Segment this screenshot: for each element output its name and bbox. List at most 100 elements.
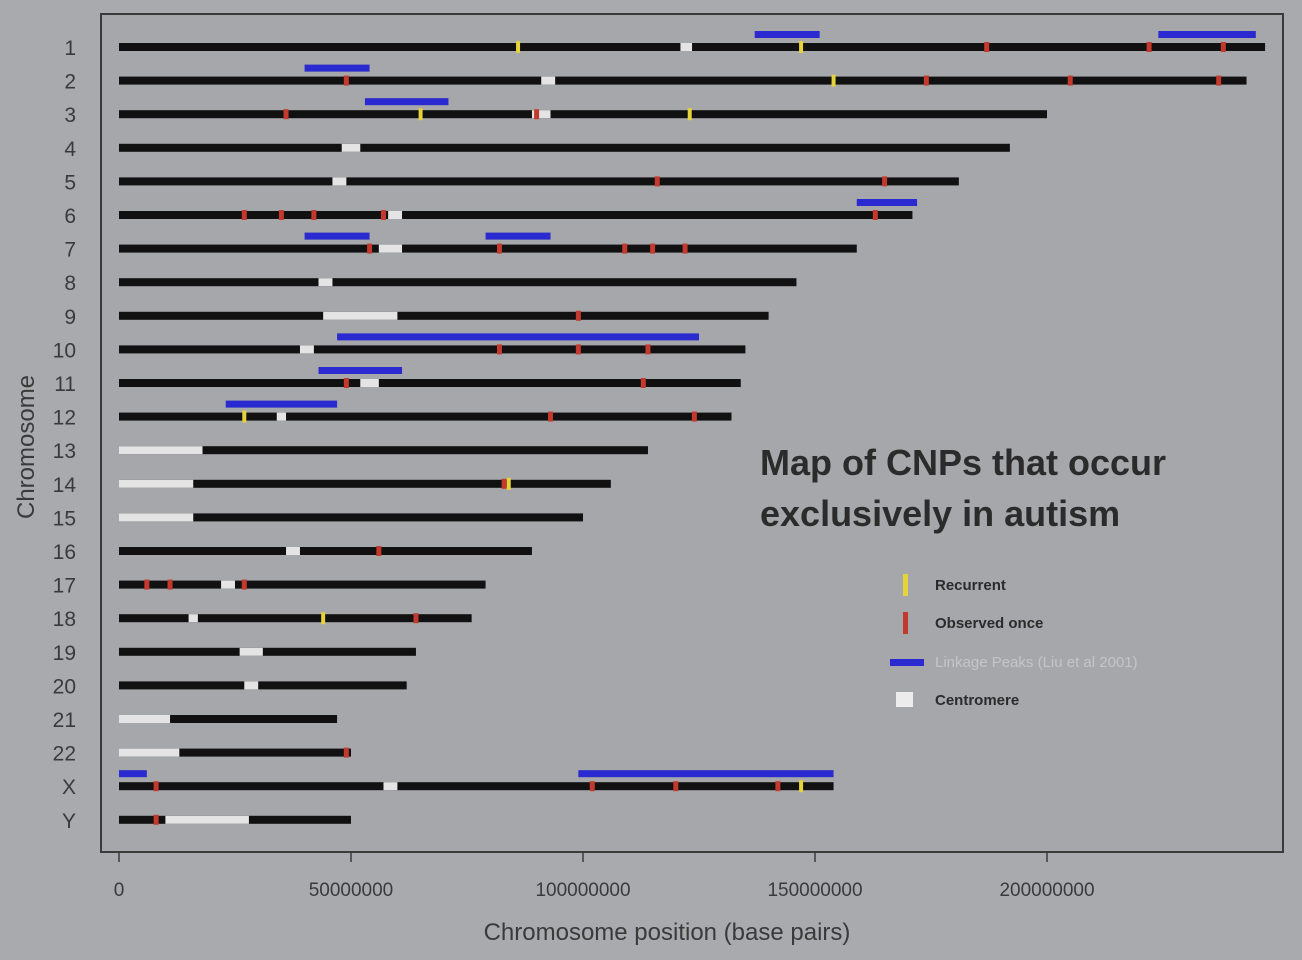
chromosome-label: 19 <box>53 642 76 665</box>
chromosome-22 <box>119 747 351 758</box>
chromosome-bar <box>119 748 351 757</box>
x-axis-label: Chromosome position (base pairs) <box>484 919 851 946</box>
cnp-observed-once-mark <box>645 344 651 355</box>
chromosome-bar <box>119 379 741 387</box>
legend-linkage-label: Linkage Peaks (Liu et al 2001) <box>935 654 1138 671</box>
cnp-observed-once-mark <box>622 243 628 254</box>
cnp-observed-once-mark <box>575 344 581 355</box>
chromosome-bar <box>119 446 648 455</box>
chromosome-2 <box>119 64 1247 87</box>
cnp-observed-once-mark <box>984 42 990 52</box>
linkage-peak <box>318 367 403 374</box>
legend-observed-once-label: Observed once <box>935 615 1043 632</box>
x-tick-label: 200000000 <box>999 880 1094 901</box>
chromosome-13 <box>119 446 648 455</box>
chromosome-14 <box>119 477 611 490</box>
x-tick-label: 100000000 <box>535 880 630 901</box>
centromere-mark <box>165 815 249 824</box>
cnp-observed-once-mark <box>496 344 502 355</box>
legend-linkage-swatch <box>890 659 924 666</box>
cnp-observed-once-mark <box>241 579 247 590</box>
centromere-mark <box>119 748 180 757</box>
chromosome-bar <box>119 513 583 522</box>
chromosome-bar <box>119 715 338 723</box>
centromere-mark <box>188 614 198 623</box>
cnp-observed-once-mark <box>278 210 284 220</box>
centromere-mark <box>221 580 235 589</box>
linkage-peak <box>225 400 338 408</box>
chromosome-16 <box>119 546 532 556</box>
y-axis-label: Chromosome <box>13 375 40 519</box>
x-tick-label: 150000000 <box>767 880 862 901</box>
chromosome-3 <box>119 98 1047 121</box>
cnp-observed-once-mark <box>650 243 656 254</box>
legend-centromere-swatch <box>896 692 913 707</box>
chromosome-label: X <box>62 776 76 799</box>
chromosome-bar <box>119 782 834 791</box>
chart-title-line-1: Map of CNPs that occur <box>760 442 1166 483</box>
cnp-observed-once-mark <box>413 613 419 624</box>
linkage-peak <box>856 199 918 206</box>
chromosome-bar <box>119 681 407 690</box>
cnp-observed-once-mark <box>1146 42 1152 52</box>
linkage-peak <box>119 770 147 778</box>
chromosome-bar <box>119 547 532 555</box>
chromosome-4 <box>119 143 1010 152</box>
centromere-mark <box>119 715 171 723</box>
centromere-mark <box>332 177 347 186</box>
chromosome-bar <box>119 311 769 320</box>
chromosome-label: 16 <box>53 541 76 564</box>
cnp-recurrent-mark <box>831 74 836 87</box>
chromosome-18 <box>119 612 472 625</box>
cnp-recurrent-mark <box>516 41 521 53</box>
x-tick-label: 0 <box>114 880 125 901</box>
cnp-observed-once-mark <box>1216 75 1222 86</box>
cnp-observed-once-mark <box>367 243 373 254</box>
cnp-recurrent-mark <box>506 477 511 490</box>
chromosome-21 <box>119 715 338 723</box>
cnp-observed-once-mark <box>673 781 679 792</box>
linkage-peak <box>304 232 370 240</box>
chromosome-bar <box>119 244 857 253</box>
chromosome-bar <box>119 143 1010 152</box>
centromere-mark <box>341 143 361 152</box>
cnp-observed-once-mark <box>144 579 150 590</box>
chromosome-9 <box>119 310 769 321</box>
cnp-recurrent-mark <box>799 41 804 53</box>
chromosome-label: 22 <box>53 743 76 766</box>
cnp-observed-once-mark <box>376 546 382 556</box>
linkage-peak <box>578 770 834 778</box>
centromere-mark <box>383 782 398 791</box>
chart-title: Map of CNPs that occur exclusively in au… <box>760 442 1176 534</box>
centromere-mark <box>531 110 551 119</box>
cnp-observed-once-mark <box>691 411 697 422</box>
chromosome-bar <box>119 345 746 354</box>
centromere-mark <box>239 647 263 656</box>
centromere-mark <box>541 76 556 85</box>
chromosome-1 <box>119 31 1266 53</box>
cnp-observed-once-mark <box>640 378 646 388</box>
cnp-observed-once-mark <box>534 109 540 120</box>
cnp-observed-once-mark <box>153 781 159 792</box>
chromosome-7 <box>119 232 857 254</box>
chromosome-label: 17 <box>53 575 76 598</box>
cnp-recurrent-mark <box>799 780 804 793</box>
chromosome-19 <box>119 647 416 656</box>
centromere-mark <box>680 43 693 51</box>
legend-recurrent-swatch <box>903 574 908 596</box>
centromere-mark <box>119 479 194 488</box>
cnp-observed-once-mark <box>283 109 289 120</box>
cnp-observed-once-mark <box>923 75 929 86</box>
cnp-observed-once-mark <box>343 378 349 388</box>
chromosome-bar <box>119 278 797 287</box>
chromosome-17 <box>119 579 486 590</box>
linkage-peak <box>304 64 370 72</box>
chromosome-label: 12 <box>53 407 76 430</box>
cnp-observed-once-mark <box>682 243 688 254</box>
chromosome-8 <box>119 278 797 287</box>
plot-area <box>100 13 1284 853</box>
chromosome-Y <box>119 814 351 825</box>
linkage-peak <box>364 98 449 106</box>
